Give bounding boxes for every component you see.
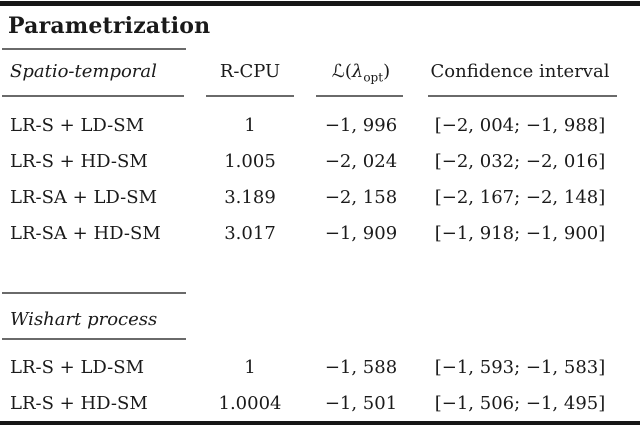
table-row: LR-S + HD-SM 1.005 −2, 024 [−2, 032; −2,… xyxy=(0,150,640,174)
table-header-row: Spatio-temporal R-CPU ℒ(λopt) Confidence… xyxy=(0,60,640,84)
header-rcpu: R-CPU xyxy=(219,61,281,82)
cell-loss: −1, 588 xyxy=(324,357,398,378)
cell-loss: −1, 996 xyxy=(324,115,398,136)
loss-cal-l: ℒ( xyxy=(331,61,352,82)
section-label-wishart: Wishart process xyxy=(10,309,158,330)
cmidrule-col2 xyxy=(206,95,294,97)
cell-loss: −1, 909 xyxy=(324,223,398,244)
table-row: LR-SA + HD-SM 3.017 −1, 909 [−1, 918; −1… xyxy=(0,222,640,246)
cmidrule-col1 xyxy=(2,95,184,97)
table-row: LR-S + LD-SM 1 −1, 996 [−2, 004; −1, 988… xyxy=(0,114,640,138)
cell-parametrization: LR-SA + LD-SM xyxy=(10,187,158,208)
cell-loss: −2, 158 xyxy=(324,187,398,208)
header-section-label: Spatio-temporal xyxy=(10,61,157,82)
title-underline-rule xyxy=(2,48,186,50)
wishart-bottom-rule xyxy=(2,338,186,340)
header-loss: ℒ(λopt) xyxy=(311,60,411,84)
cell-parametrization: LR-S + LD-SM xyxy=(10,115,145,136)
header-confidence-interval: Confidence interval xyxy=(430,61,610,82)
cell-rcpu: 1 xyxy=(244,115,256,136)
cell-confidence-interval: [−1, 506; −1, 495] xyxy=(434,393,606,414)
loss-lambda: λ xyxy=(351,61,364,82)
cell-parametrization: LR-S + HD-SM xyxy=(10,393,148,414)
table-bottom-rule xyxy=(0,421,640,425)
table-row: LR-S + HD-SM 1.0004 −1, 501 [−1, 506; −1… xyxy=(0,392,640,416)
cell-rcpu: 3.189 xyxy=(224,187,276,208)
cell-confidence-interval: [−1, 593; −1, 583] xyxy=(434,357,606,378)
cell-parametrization: LR-S + LD-SM xyxy=(10,357,145,378)
wishart-top-rule xyxy=(2,292,186,294)
cell-rcpu: 1.005 xyxy=(224,151,276,172)
cell-parametrization: LR-SA + HD-SM xyxy=(10,223,161,244)
table-top-rule xyxy=(0,1,640,6)
cmidrule-col4 xyxy=(428,95,617,97)
cmidrule-col3 xyxy=(316,95,403,97)
cell-loss: −2, 024 xyxy=(324,151,398,172)
table-title: Parametrization xyxy=(8,13,211,39)
loss-close-paren: ) xyxy=(383,61,391,82)
table-row: LR-S + LD-SM 1 −1, 588 [−1, 593; −1, 583… xyxy=(0,356,640,380)
section-label-row: Wishart process xyxy=(0,308,640,332)
cell-rcpu: 3.017 xyxy=(224,223,276,244)
cell-loss: −1, 501 xyxy=(324,393,398,414)
cell-confidence-interval: [−2, 004; −1, 988] xyxy=(434,115,606,136)
table-row: LR-SA + LD-SM 3.189 −2, 158 [−2, 167; −2… xyxy=(0,186,640,210)
cell-rcpu: 1 xyxy=(244,357,256,378)
loss-subscript: opt xyxy=(363,70,384,85)
cell-confidence-interval: [−1, 918; −1, 900] xyxy=(434,223,606,244)
cell-parametrization: LR-S + HD-SM xyxy=(10,151,148,172)
cell-confidence-interval: [−2, 032; −2, 016] xyxy=(434,151,606,172)
cell-confidence-interval: [−2, 167; −2, 148] xyxy=(434,187,606,208)
cell-rcpu: 1.0004 xyxy=(218,393,282,414)
